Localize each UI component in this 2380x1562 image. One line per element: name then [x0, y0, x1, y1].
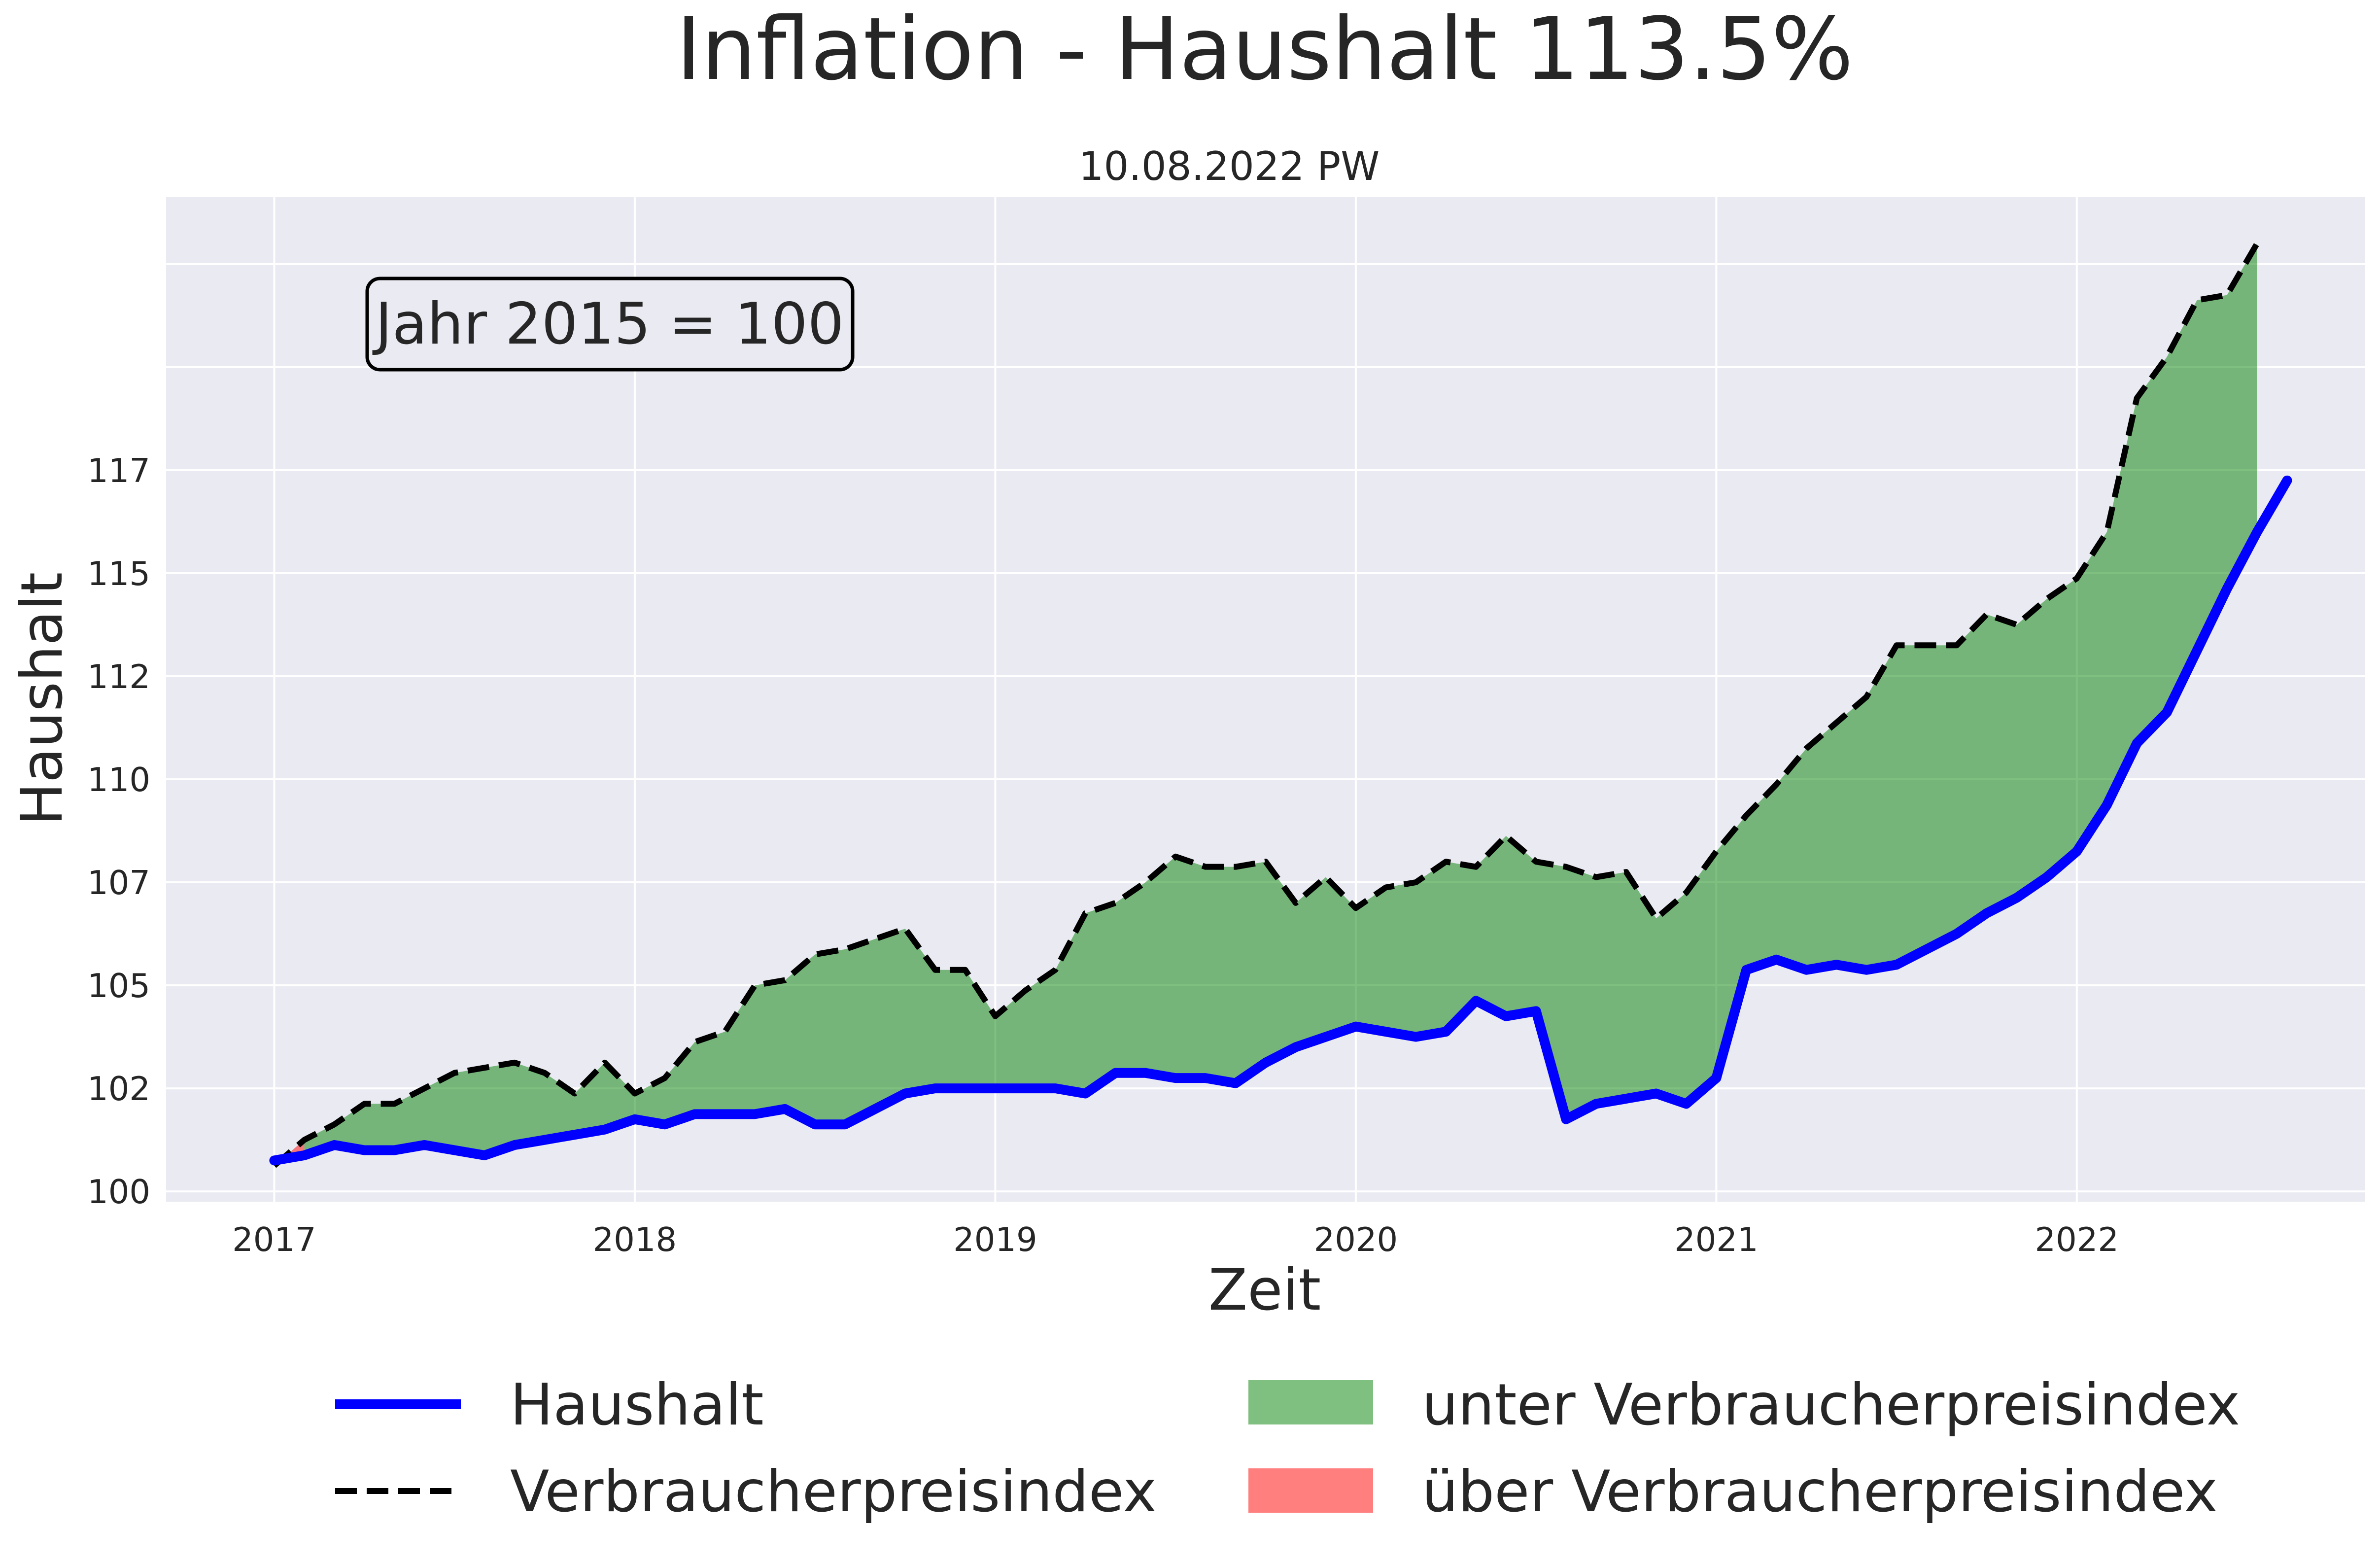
x-tick-label: 2020	[1314, 1220, 1398, 1259]
legend: Haushalt Verbraucherpreisindex unter Ver…	[335, 1372, 2240, 1525]
fill-unter-verbraucherpreisindex	[304, 243, 2257, 1155]
y-tick-label: 117	[87, 451, 150, 490]
y-tick-label: 105	[87, 967, 150, 1005]
y-tick-label: 102	[87, 1070, 150, 1108]
x-tick-label: 2022	[2035, 1220, 2119, 1259]
series-lines	[269, 242, 2292, 1168]
legend-label-ueber: über Verbraucherpreisindex	[1422, 1458, 2218, 1525]
legend-swatch-unter	[1248, 1380, 1373, 1424]
y-tick-label: 115	[87, 555, 150, 593]
legend-label-haushalt: Haushalt	[510, 1372, 764, 1438]
y-tick-label: 110	[87, 761, 150, 799]
chart-title: Inflation - Haushalt 113.5%	[676, 0, 1854, 100]
x-tick-label: 2021	[1674, 1220, 1759, 1259]
y-tick-label: 107	[87, 864, 150, 902]
tick-labels: 2017 2018 2019 2020 2021 2022 100 102 105 107 110 1…	[87, 451, 2119, 1259]
series-line-haushalt	[269, 475, 2292, 1166]
x-tick-label: 2019	[953, 1220, 1037, 1259]
x-tick-label: 2018	[593, 1220, 677, 1259]
series-line-verbraucherpreisindex	[272, 242, 2260, 1168]
chart-subtitle: 10.08.2022 PW	[1079, 143, 1380, 189]
annotation-box: Jahr 2015 = 100	[365, 277, 855, 372]
legend-label-verbraucherpreisindex: Verbraucherpreisindex	[510, 1458, 1157, 1525]
y-axis-label: Haushalt	[9, 572, 75, 826]
annotation-text: Jahr 2015 = 100	[373, 291, 844, 357]
x-axis-label: Zeit	[1208, 1257, 1321, 1323]
legend-label-unter: unter Verbraucherpreisindex	[1422, 1372, 2240, 1438]
y-tick-label: 100	[87, 1173, 150, 1211]
y-tick-label: 112	[87, 658, 150, 696]
x-tick-label: 2017	[232, 1220, 316, 1259]
legend-swatch-ueber	[1248, 1468, 1373, 1513]
